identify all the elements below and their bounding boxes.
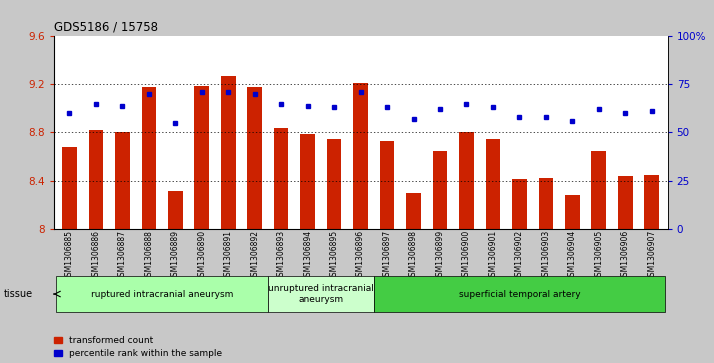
Bar bbox=[486, 139, 501, 229]
Bar bbox=[56, 276, 268, 312]
Bar bbox=[645, 175, 659, 229]
Bar bbox=[194, 86, 209, 229]
Bar bbox=[268, 276, 374, 312]
Bar bbox=[62, 147, 76, 229]
Bar bbox=[406, 193, 421, 229]
Bar bbox=[248, 87, 262, 229]
Bar bbox=[591, 151, 606, 229]
Bar bbox=[618, 176, 633, 229]
Text: unruptured intracranial
aneurysm: unruptured intracranial aneurysm bbox=[268, 284, 374, 304]
Bar bbox=[89, 130, 104, 229]
Bar bbox=[512, 179, 527, 229]
Bar bbox=[115, 132, 130, 229]
Text: tissue: tissue bbox=[4, 289, 33, 299]
Bar bbox=[380, 141, 394, 229]
Bar bbox=[353, 83, 368, 229]
Text: superficial temporal artery: superficial temporal artery bbox=[458, 290, 580, 298]
Text: GDS5186 / 15758: GDS5186 / 15758 bbox=[54, 21, 158, 34]
Bar bbox=[141, 87, 156, 229]
Bar bbox=[301, 134, 315, 229]
Text: ruptured intracranial aneurysm: ruptured intracranial aneurysm bbox=[91, 290, 233, 298]
Bar bbox=[565, 195, 580, 229]
Bar bbox=[221, 76, 236, 229]
Bar bbox=[459, 132, 473, 229]
Bar bbox=[374, 276, 665, 312]
Bar bbox=[327, 139, 341, 229]
Bar bbox=[433, 151, 447, 229]
Bar bbox=[538, 178, 553, 229]
Legend: transformed count, percentile rank within the sample: transformed count, percentile rank withi… bbox=[54, 336, 222, 359]
Bar bbox=[168, 191, 183, 229]
Bar bbox=[274, 128, 288, 229]
